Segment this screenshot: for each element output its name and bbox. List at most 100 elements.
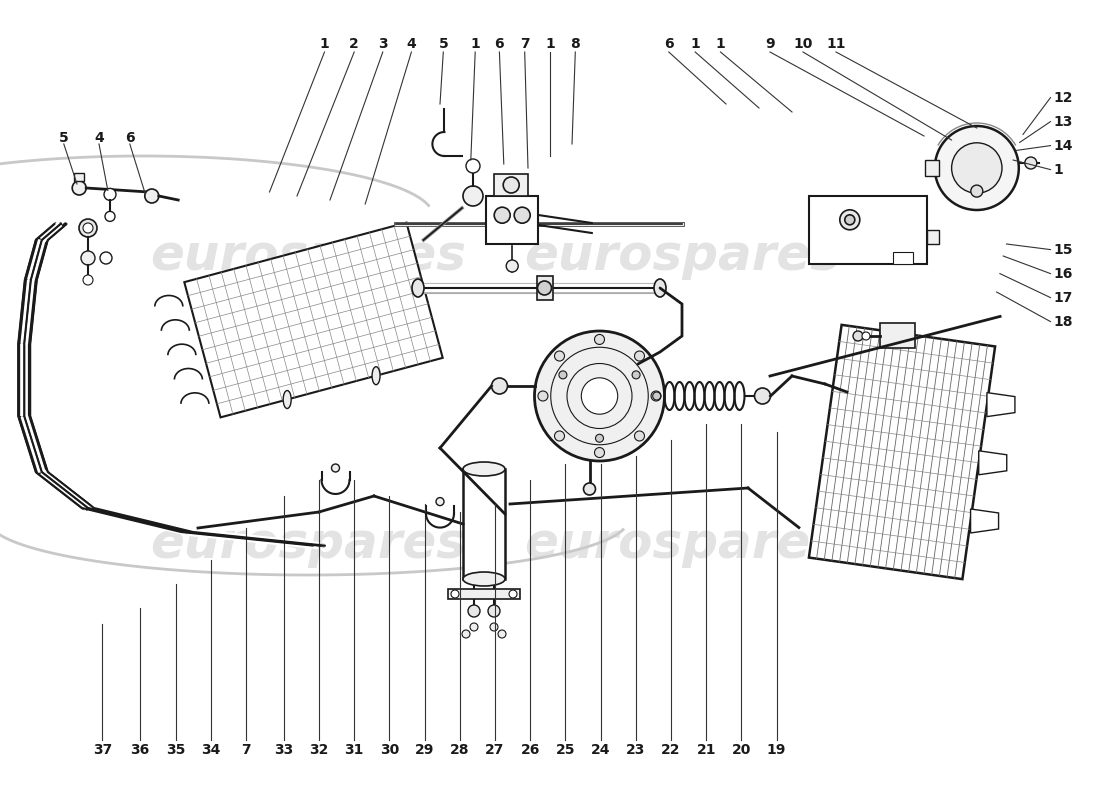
Circle shape <box>73 181 86 195</box>
Text: 27: 27 <box>485 743 505 758</box>
Circle shape <box>554 431 564 441</box>
Polygon shape <box>185 222 442 418</box>
Circle shape <box>845 214 855 225</box>
Circle shape <box>490 623 498 631</box>
Text: 35: 35 <box>166 743 186 758</box>
Circle shape <box>79 219 97 237</box>
Circle shape <box>935 126 1019 210</box>
Text: 4: 4 <box>407 37 416 51</box>
Circle shape <box>632 371 640 379</box>
Circle shape <box>436 498 444 506</box>
Text: 7: 7 <box>520 37 529 51</box>
Circle shape <box>82 223 94 233</box>
Text: 31: 31 <box>344 743 364 758</box>
Text: 32: 32 <box>309 743 329 758</box>
Circle shape <box>581 378 618 414</box>
Circle shape <box>583 483 595 495</box>
Text: 1: 1 <box>471 37 480 51</box>
Text: 30: 30 <box>379 743 399 758</box>
Circle shape <box>635 431 645 441</box>
Text: 1: 1 <box>716 37 725 51</box>
Circle shape <box>594 447 605 458</box>
Text: 17: 17 <box>1054 290 1074 305</box>
Bar <box>880 323 915 348</box>
Circle shape <box>494 207 510 223</box>
Bar <box>486 196 538 244</box>
Circle shape <box>514 207 530 223</box>
Bar <box>463 469 505 579</box>
Text: 3: 3 <box>378 37 387 51</box>
Ellipse shape <box>463 572 505 586</box>
Text: 6: 6 <box>125 130 134 145</box>
Bar <box>537 276 552 300</box>
Circle shape <box>971 185 982 197</box>
Circle shape <box>595 434 604 442</box>
Text: 37: 37 <box>92 743 112 758</box>
Polygon shape <box>987 393 1015 417</box>
Text: 22: 22 <box>661 743 681 758</box>
Circle shape <box>755 388 770 404</box>
Text: 4: 4 <box>95 130 103 145</box>
Circle shape <box>468 605 480 617</box>
Text: 1: 1 <box>546 37 554 51</box>
Text: 11: 11 <box>826 37 846 51</box>
Bar <box>74 173 85 181</box>
Text: 13: 13 <box>1054 114 1074 129</box>
Circle shape <box>651 391 661 401</box>
Text: 18: 18 <box>1054 314 1074 329</box>
Circle shape <box>506 260 518 272</box>
Circle shape <box>559 371 566 379</box>
Bar <box>925 160 938 176</box>
Text: 20: 20 <box>732 743 751 758</box>
Ellipse shape <box>463 462 505 476</box>
Ellipse shape <box>372 366 379 385</box>
Circle shape <box>538 391 548 401</box>
Circle shape <box>1025 157 1037 169</box>
Text: 10: 10 <box>793 37 813 51</box>
Ellipse shape <box>412 279 424 297</box>
Circle shape <box>100 252 112 264</box>
Text: 16: 16 <box>1054 266 1074 281</box>
Circle shape <box>652 392 661 400</box>
Text: 26: 26 <box>520 743 540 758</box>
Circle shape <box>498 630 506 638</box>
Text: 5: 5 <box>439 37 448 51</box>
Polygon shape <box>808 325 996 579</box>
Bar <box>448 589 520 599</box>
Text: 7: 7 <box>242 743 251 758</box>
Text: 21: 21 <box>696 743 716 758</box>
Text: 19: 19 <box>767 743 786 758</box>
Polygon shape <box>979 450 1006 474</box>
Text: 15: 15 <box>1054 242 1074 257</box>
Bar <box>494 174 528 196</box>
Circle shape <box>535 331 664 461</box>
Circle shape <box>82 275 94 285</box>
Polygon shape <box>970 509 999 533</box>
Bar <box>808 196 926 264</box>
Text: 2: 2 <box>350 37 359 51</box>
Text: eurospares: eurospares <box>524 520 840 568</box>
Text: 1: 1 <box>1054 162 1064 177</box>
Text: 14: 14 <box>1054 138 1074 153</box>
Circle shape <box>104 211 116 222</box>
Circle shape <box>503 177 519 193</box>
Circle shape <box>509 590 517 598</box>
Circle shape <box>462 630 470 638</box>
Text: 29: 29 <box>415 743 434 758</box>
Circle shape <box>852 331 864 341</box>
Circle shape <box>470 623 478 631</box>
Circle shape <box>862 332 870 340</box>
Circle shape <box>538 281 551 295</box>
Circle shape <box>594 334 605 345</box>
Circle shape <box>492 378 507 394</box>
Text: 6: 6 <box>495 37 504 51</box>
Circle shape <box>488 605 501 617</box>
Circle shape <box>839 210 860 230</box>
Circle shape <box>463 186 483 206</box>
Text: 8: 8 <box>571 37 580 51</box>
Circle shape <box>466 159 480 173</box>
Circle shape <box>952 142 1002 194</box>
Bar <box>893 252 913 264</box>
Circle shape <box>451 590 459 598</box>
Text: 34: 34 <box>201 743 221 758</box>
